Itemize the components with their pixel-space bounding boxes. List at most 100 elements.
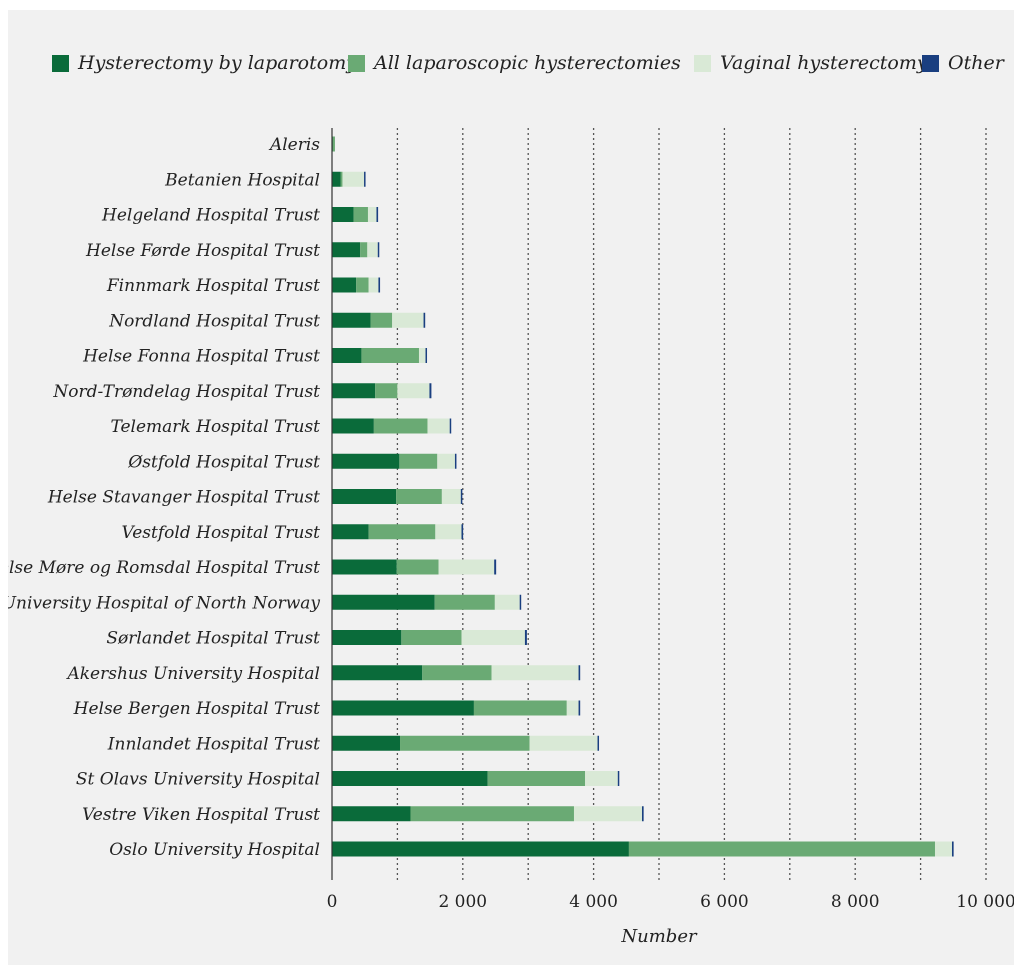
bar-segment-1	[332, 453, 400, 469]
bar-segment-4	[376, 207, 379, 222]
bar-segment-2	[396, 489, 442, 504]
legend-label-laparotomy: Hysterectomy by laparotomy	[78, 52, 357, 74]
category-label: Vestfold Hospital Trust	[122, 523, 321, 543]
legend-swatch-laparotomy	[52, 55, 69, 72]
bar-segment-2	[340, 171, 343, 187]
bar-segment-4	[494, 559, 497, 575]
bar-segment-4	[378, 277, 381, 293]
bar-segment-1	[332, 771, 488, 786]
bar-segment-4	[597, 735, 600, 751]
bar-segment-2	[373, 418, 428, 434]
bar-segment-1	[332, 418, 374, 434]
bar-segment-4	[617, 771, 620, 786]
bar-segment-1	[332, 735, 401, 751]
bar-segment-4	[524, 630, 527, 645]
legend-swatch-laparoscopic	[348, 55, 365, 72]
bar-segment-4	[461, 524, 464, 540]
bar-segment-1	[332, 383, 376, 399]
category-label: Nordland Hospital Trust	[108, 311, 320, 331]
category-label: Finnmark Hospital Trust	[106, 276, 320, 296]
bar-segment-1	[332, 665, 423, 681]
bar-segment-2	[370, 312, 393, 328]
bar-segment-4	[449, 418, 452, 434]
bar-segment-2	[422, 665, 492, 681]
bar-segment-3	[418, 348, 426, 363]
bar-segment-4	[951, 841, 954, 857]
bar-segment-2	[400, 735, 530, 751]
bar-segment-2	[434, 594, 495, 610]
bar-segment-1	[332, 806, 411, 822]
bar-segment-4	[425, 348, 428, 363]
bar-segment-4	[429, 383, 432, 399]
x-tick-label: 10 000	[956, 892, 1014, 912]
bar-segment-2	[401, 630, 462, 645]
x-tick-label: 8 000	[831, 892, 880, 912]
bar-segment-1	[332, 630, 402, 645]
bar-segment-1	[332, 312, 371, 328]
bar-segment-3	[573, 806, 642, 822]
bar-segment-1	[332, 841, 629, 857]
bar-segment-3	[367, 242, 378, 258]
bar-segment-2	[360, 242, 368, 258]
bar-segment-2	[368, 524, 436, 540]
bar-segment-2	[332, 136, 335, 152]
bar-segment-3	[491, 665, 579, 681]
legend-swatch-other	[922, 55, 939, 72]
bar-segment-4	[377, 242, 380, 258]
bar-segment-3	[435, 524, 462, 540]
bar-segment-1	[332, 559, 397, 575]
category-label: Helse Stavanger Hospital Trust	[47, 488, 320, 508]
legend-label-other: Other	[948, 52, 1004, 74]
bar-segment-4	[641, 806, 644, 822]
bar-segment-2	[410, 806, 574, 822]
x-axis-title: Number	[620, 926, 698, 947]
bar-segment-1	[332, 594, 435, 610]
category-label: Innlandet Hospital Trust	[107, 734, 320, 754]
category-label: Aleris	[268, 135, 320, 155]
bar-segment-2	[375, 383, 398, 399]
category-label: Oslo University Hospital	[109, 840, 320, 860]
bar-segment-4	[423, 312, 426, 328]
chart-panel: Hysterectomy by laparotomy All laparosco…	[8, 10, 1014, 965]
bar-segment-3	[437, 453, 455, 469]
bar-segment-2	[396, 559, 439, 575]
category-label: Helgeland Hospital Trust	[101, 206, 320, 226]
legend-label-laparoscopic: All laparoscopic hysterectomies	[374, 52, 681, 74]
category-label: St Olavs University Hospital	[76, 770, 320, 790]
bar-segment-4	[454, 453, 457, 469]
bar-segment-2	[361, 348, 419, 363]
bar-segment-1	[332, 277, 357, 293]
bar-segment-3	[397, 383, 430, 399]
legend-label-vaginal: Vaginal hysterectomy	[720, 52, 928, 74]
bar-segment-4	[578, 700, 581, 716]
bar-segment-1	[332, 242, 361, 258]
category-label: Østfold Hospital Trust	[127, 452, 320, 472]
bar-segment-2	[473, 700, 567, 716]
bar-segment-3	[934, 841, 952, 857]
bar-segment-4	[460, 489, 463, 504]
bar-segment-4	[578, 665, 581, 681]
bar-segment-2	[628, 841, 935, 857]
category-label: Helse Bergen Hospital Trust	[73, 699, 321, 719]
bar-segment-2	[487, 771, 586, 786]
x-tick-label: 0	[327, 892, 338, 912]
bar-segment-3	[368, 277, 379, 293]
category-label: Helse Møre og Romsdal Hospital Trust	[8, 558, 320, 578]
category-label: Telemark Hospital Trust	[110, 417, 320, 437]
bar-segment-1	[332, 489, 397, 504]
category-label: Akershus University Hospital	[65, 664, 320, 684]
bar-segment-3	[441, 489, 461, 504]
category-label: Vestre Viken Hospital Trust	[82, 805, 320, 825]
bar-chart: Aleris Betanien Hospital Helgeland Hospita…	[8, 128, 1014, 947]
category-label: Helse Førde Hospital Trust	[85, 241, 320, 261]
legend-swatch-vaginal	[694, 55, 711, 72]
bar-segment-4	[519, 594, 522, 610]
category-label: University Hospital of North Norway	[8, 593, 320, 613]
category-label: Nord-Trøndelag Hospital Trust	[52, 382, 320, 402]
bar-segment-2	[356, 277, 369, 293]
bar-segment-1	[332, 348, 362, 363]
bar-segment-3	[494, 594, 520, 610]
bar-segment-3	[529, 735, 598, 751]
category-label: Sørlandet Hospital Trust	[106, 629, 320, 649]
x-tick-label: 4 000	[569, 892, 618, 912]
